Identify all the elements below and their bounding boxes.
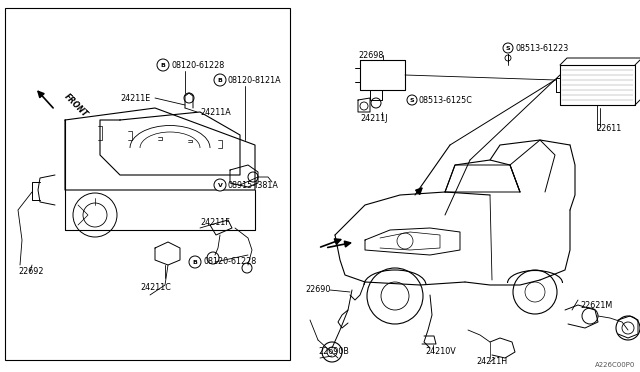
Circle shape <box>503 43 513 53</box>
Circle shape <box>214 179 226 191</box>
Text: 08120-8121A: 08120-8121A <box>228 76 282 84</box>
Text: 08120-61228: 08120-61228 <box>171 61 224 70</box>
Text: 22611: 22611 <box>596 124 621 132</box>
Text: 08915-I381A: 08915-I381A <box>228 180 279 189</box>
Text: B: B <box>218 77 223 83</box>
Text: 22698: 22698 <box>358 51 383 60</box>
Text: B: B <box>161 62 165 67</box>
Text: 22690B: 22690B <box>318 347 349 356</box>
Text: A226C00P0: A226C00P0 <box>595 362 635 368</box>
Text: S: S <box>410 97 414 103</box>
Text: 22692: 22692 <box>18 267 44 276</box>
Text: FRONT: FRONT <box>62 93 89 119</box>
Text: 24210V: 24210V <box>425 347 456 356</box>
Text: 08120-61228: 08120-61228 <box>203 257 256 266</box>
Text: S: S <box>506 45 510 51</box>
Text: 24211C: 24211C <box>140 283 171 292</box>
Text: 22690: 22690 <box>305 285 330 295</box>
Text: 24211J: 24211J <box>360 113 387 122</box>
Text: V: V <box>218 183 223 187</box>
Text: 08513-61223: 08513-61223 <box>516 44 569 52</box>
Text: 22621M: 22621M <box>580 301 612 310</box>
Circle shape <box>189 256 201 268</box>
Text: 24211A: 24211A <box>200 108 231 116</box>
Circle shape <box>407 95 417 105</box>
Text: B: B <box>193 260 197 264</box>
Text: 24211F: 24211F <box>200 218 230 227</box>
Text: 08513-6125C: 08513-6125C <box>419 96 473 105</box>
Bar <box>5 8 290 360</box>
Circle shape <box>157 59 169 71</box>
Text: 24211E: 24211E <box>120 93 150 103</box>
Circle shape <box>214 74 226 86</box>
Text: 24211H: 24211H <box>476 357 507 366</box>
